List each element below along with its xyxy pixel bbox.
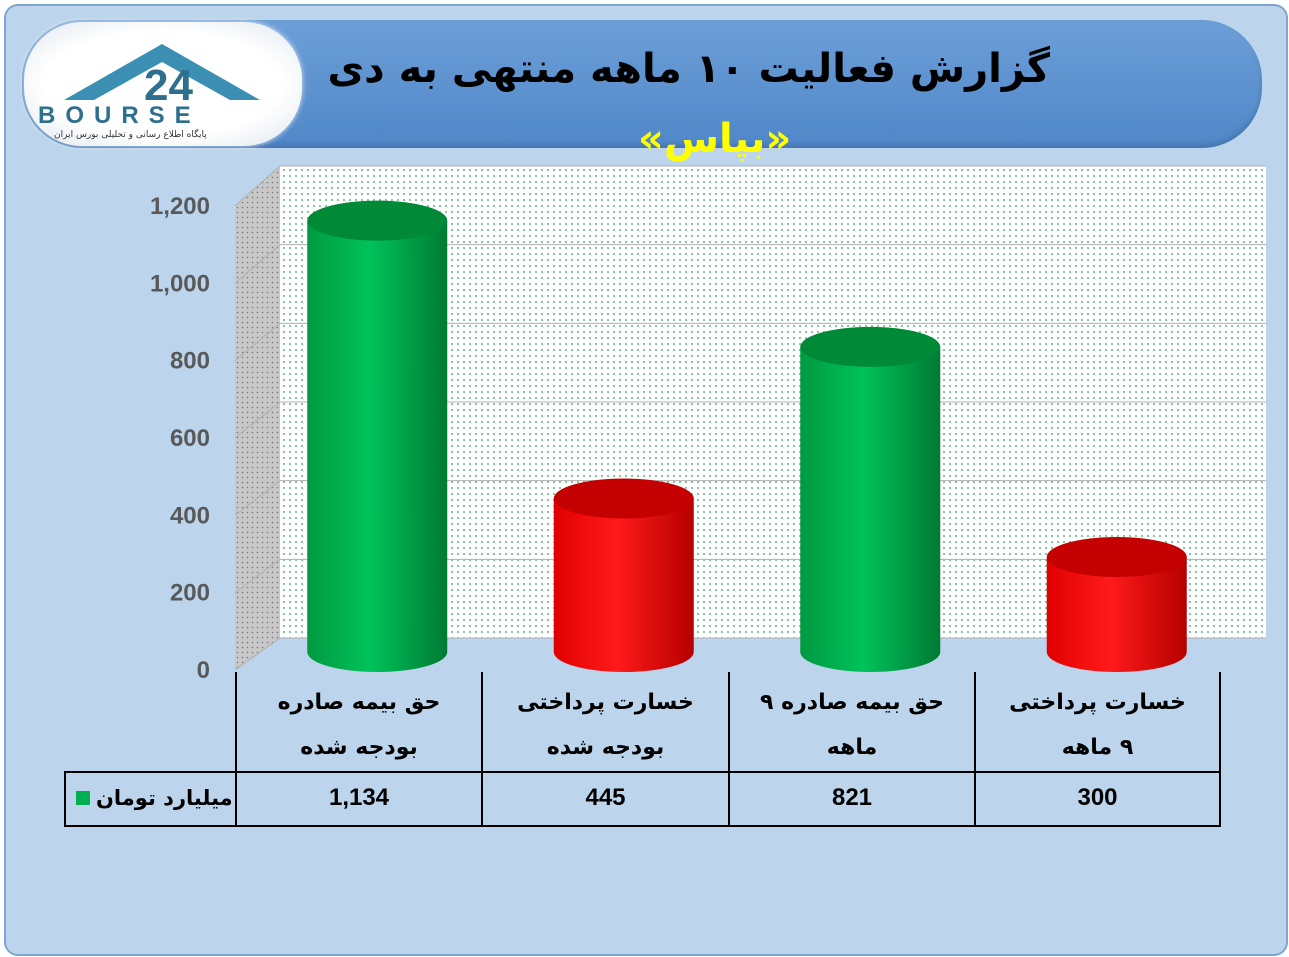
y-tick-label: 1,000 bbox=[150, 270, 210, 297]
bar-top bbox=[1046, 537, 1187, 577]
side-wall bbox=[235, 166, 280, 670]
legend-swatch bbox=[76, 791, 90, 805]
bar-top bbox=[553, 478, 694, 519]
category-label: حق بیمه صادره بودجه شده bbox=[236, 680, 482, 770]
side-gridline bbox=[234, 244, 281, 284]
bourse24-logo: 24 BOURSE پایگاه اطلاع رسانی و تحلیلی بو… bbox=[24, 22, 302, 146]
category-label: خسارت پرداختی ۹ ماهه bbox=[975, 680, 1220, 770]
category-label: حق بیمه صادره ۹ ماهه bbox=[729, 680, 975, 770]
y-tick-label: 200 bbox=[170, 580, 210, 607]
category-label-line: ۹ ماهه bbox=[1061, 735, 1134, 760]
category-label-line: خسارت پرداختی bbox=[1009, 690, 1186, 715]
bar-top bbox=[307, 200, 448, 241]
category-label-line: بودجه شده bbox=[300, 735, 418, 760]
chart-title: گزارش فعالیت ۱۰ ماهه منتهی به دی bbox=[327, 46, 1051, 92]
value-label: 821 bbox=[831, 784, 873, 811]
side-gridline bbox=[234, 401, 281, 439]
value-label: 1,134 bbox=[328, 784, 390, 811]
y-axis-ticks: 0 200 400 600 800 1,000 1,200 bbox=[150, 193, 210, 684]
y-tick-label: 600 bbox=[170, 425, 210, 452]
category-label-line: خسارت پرداختی bbox=[517, 690, 694, 715]
logo-mark-icon: 24 bbox=[64, 44, 260, 110]
chart-frame: گزارش فعالیت ۱۰ ماهه منتهی به دی «بپاس» … bbox=[4, 4, 1288, 956]
logo-tagline: پایگاه اطلاع رسانی و تحلیلی بورس ایران bbox=[54, 130, 207, 140]
y-tick-label: 0 bbox=[197, 657, 210, 684]
y-tick-label: 1,200 bbox=[150, 193, 210, 220]
category-label-line: حق بیمه صادره ۹ bbox=[760, 690, 944, 715]
y-tick-label: 400 bbox=[170, 502, 210, 529]
y-tick-label: 800 bbox=[170, 348, 210, 375]
bar bbox=[307, 200, 448, 672]
bar-body bbox=[1046, 557, 1187, 672]
side-gridline bbox=[234, 637, 281, 671]
bar-body bbox=[800, 346, 941, 672]
chart-plot: 0 200 400 600 800 1,000 1,200 bbox=[150, 165, 1266, 684]
bar bbox=[800, 326, 941, 672]
category-label-line: حق بیمه صادره bbox=[277, 690, 441, 715]
chart-subtitle: «بپاس» bbox=[638, 116, 792, 162]
value-label: 445 bbox=[585, 784, 626, 811]
legend: میلیارد تومان bbox=[72, 782, 236, 818]
side-gridline bbox=[234, 480, 281, 516]
bar-body bbox=[307, 220, 448, 672]
bar bbox=[553, 478, 694, 672]
bar-body bbox=[553, 498, 694, 672]
category-label-line: ماهه bbox=[826, 735, 878, 760]
value-label: 300 bbox=[1077, 784, 1118, 811]
logo-mark-text: 24 bbox=[144, 61, 193, 110]
side-gridline bbox=[234, 165, 281, 207]
side-gridline bbox=[234, 558, 281, 594]
logo-word: BOURSE bbox=[38, 102, 201, 129]
side-gridline bbox=[234, 322, 281, 362]
bar bbox=[1046, 537, 1187, 672]
bars bbox=[307, 200, 1187, 672]
bar-top bbox=[800, 326, 941, 367]
category-label-line: بودجه شده bbox=[546, 735, 665, 760]
category-label: خسارت پرداختی بودجه شده bbox=[482, 680, 729, 770]
table-grid bbox=[64, 672, 1221, 827]
legend-label: میلیارد تومان bbox=[96, 786, 233, 810]
